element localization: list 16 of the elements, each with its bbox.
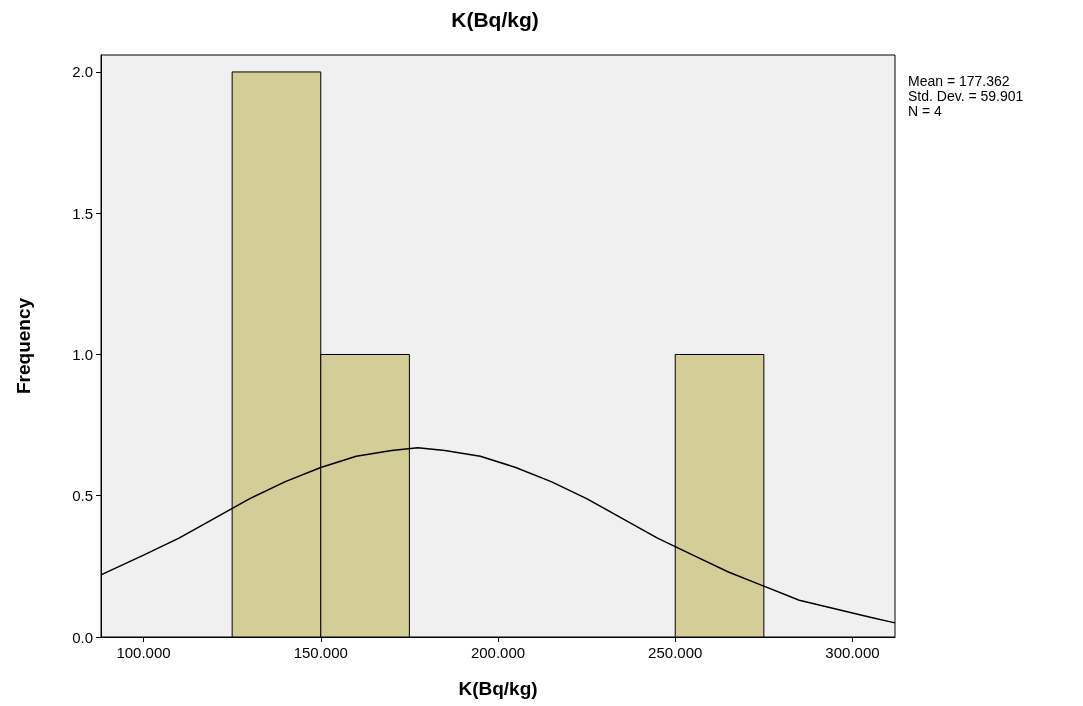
text: N = 4: [908, 103, 943, 119]
text: Std. Dev. = 59.901: [908, 88, 1024, 104]
text: Mean = 177.362: [908, 73, 1010, 89]
y-tick-label: 1.5: [72, 204, 93, 222]
y-axis-title: Frequency: [13, 297, 34, 395]
x-tick-label: 300.000: [825, 644, 880, 661]
y-tick-label: 0.5: [72, 487, 93, 505]
x-tick-label: 250.000: [648, 644, 703, 661]
chart-title: K(Bq/kg): [451, 8, 539, 31]
x-tick-label: 150.000: [293, 644, 348, 661]
y-tick-label: 2.0: [72, 63, 93, 81]
x-axis-title: K(Bq/kg): [458, 678, 538, 699]
x-tick-label: 100.000: [116, 644, 171, 661]
y-tick-label: 0.0: [72, 628, 93, 646]
x-tick-label: 200.000: [470, 644, 526, 661]
y-tick-label: 1.0: [72, 345, 93, 363]
